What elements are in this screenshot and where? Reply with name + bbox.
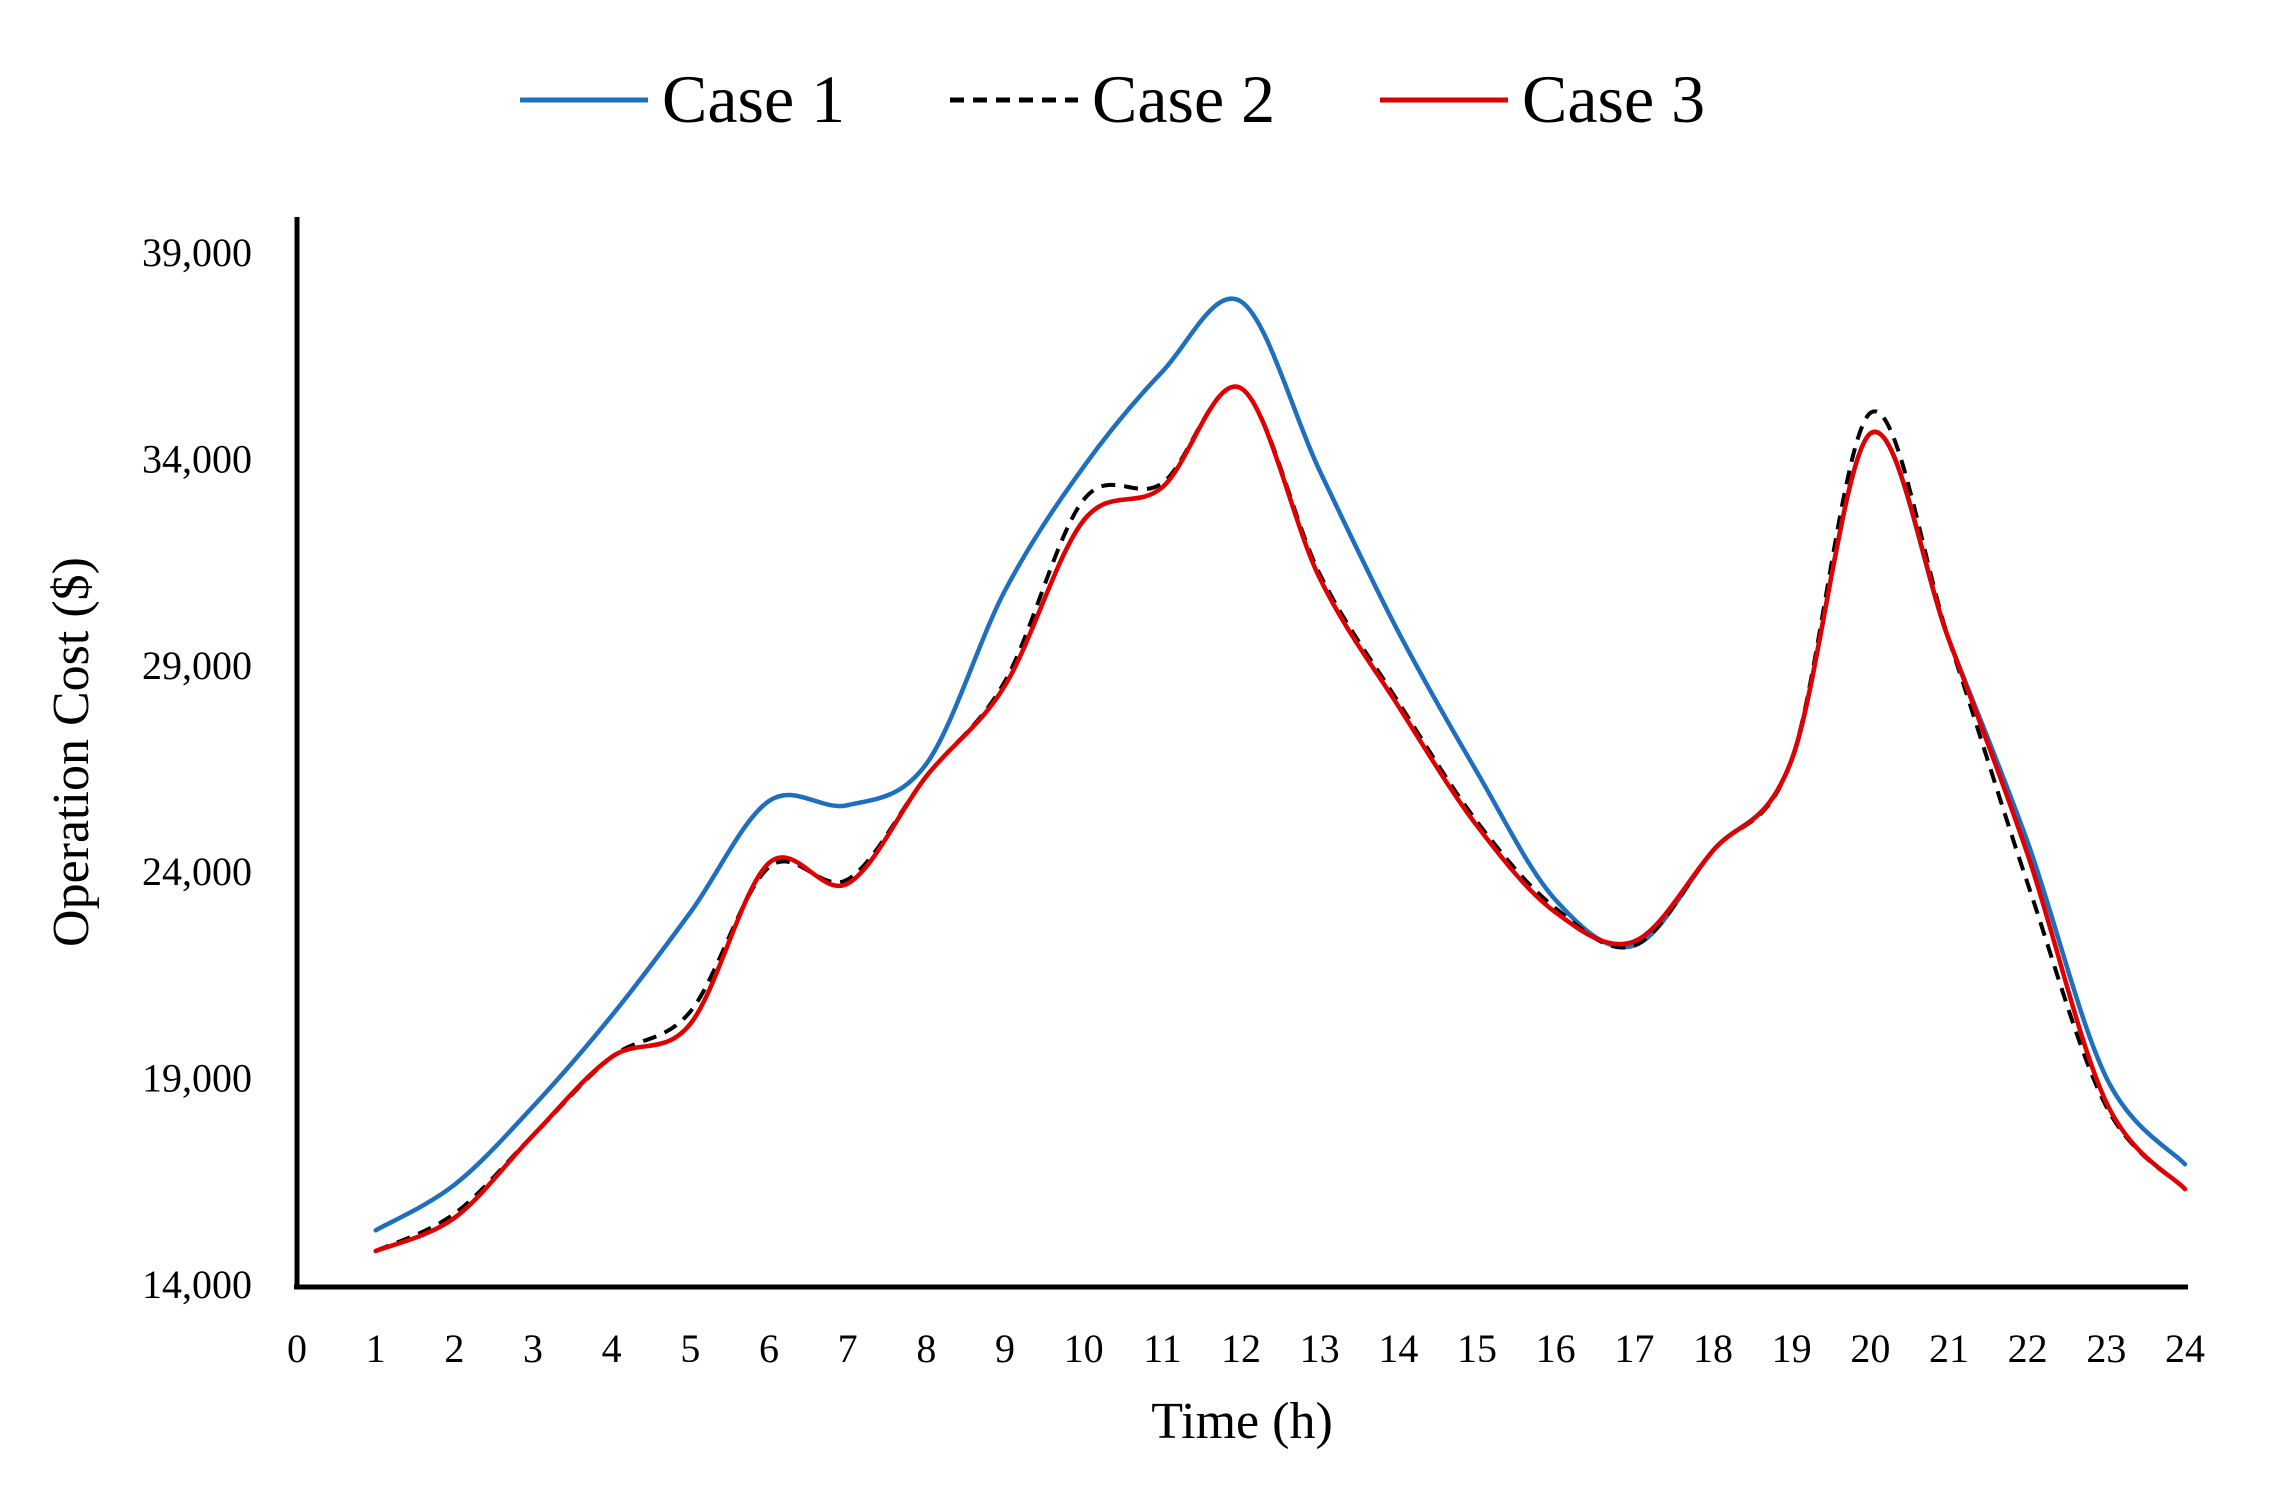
x-tick-label: 21 [1929, 1326, 1969, 1371]
legend-label: Case 1 [662, 61, 845, 137]
x-tick-label: 16 [1536, 1326, 1576, 1371]
y-tick-label: 19,000 [142, 1056, 252, 1101]
y-tick-labels: 14,000 19,000 24,000 29,000 34,000 39,000 [142, 230, 252, 1307]
y-tick-label: 14,000 [142, 1262, 252, 1307]
series-line-case-1 [373, 296, 2188, 1233]
x-tick-label: 6 [759, 1326, 779, 1371]
x-tick-label: 2 [444, 1326, 464, 1371]
x-tick-label: 14 [1378, 1326, 1418, 1371]
x-tick-label: 20 [1850, 1326, 1890, 1371]
x-tick-label: 24 [2165, 1326, 2205, 1371]
y-tick-label: 39,000 [142, 230, 252, 275]
y-tick-label: 24,000 [142, 849, 252, 894]
x-axis-title: Time (h) [1151, 1393, 1333, 1450]
legend-label: Case 2 [1092, 61, 1275, 137]
series-line-case-3 [373, 384, 2188, 1254]
y-tick-label: 34,000 [142, 436, 252, 481]
x-tick-label: 0 [287, 1326, 307, 1371]
x-tick-label: 23 [2086, 1326, 2126, 1371]
x-tick-label: 18 [1693, 1326, 1733, 1371]
x-tick-label: 8 [916, 1326, 936, 1371]
legend-entry: Case 2 [950, 61, 1275, 137]
x-tick-label: 5 [680, 1326, 700, 1371]
x-tick-label: 15 [1457, 1326, 1497, 1371]
x-tick-label: 22 [2008, 1326, 2048, 1371]
x-tick-label: 11 [1143, 1326, 1182, 1371]
x-tick-label: 19 [1772, 1326, 1812, 1371]
x-tick-label: 4 [602, 1326, 622, 1371]
x-tick-label: 17 [1614, 1326, 1654, 1371]
legend-entry: Case 3 [1380, 61, 1705, 137]
x-tick-label: 12 [1221, 1326, 1261, 1371]
x-tick-label: 10 [1064, 1326, 1104, 1371]
x-tick-label: 9 [995, 1326, 1015, 1371]
axes [294, 217, 2188, 1290]
x-tick-label: 1 [366, 1326, 386, 1371]
y-axis-title: Operation Cost ($) [43, 557, 100, 947]
x-tick-label: 7 [838, 1326, 858, 1371]
legend-label: Case 3 [1522, 61, 1705, 137]
series-line-case-2 [374, 384, 2187, 1253]
y-tick-label: 29,000 [142, 643, 252, 688]
legend: Case 1 Case 2 Case 3 [520, 61, 1705, 137]
plot-lines [373, 296, 2188, 1254]
x-tick-labels: 0 1 2 3 4 5 6 7 8 9 10 11 12 13 14 15 16 17 18 19 20 21 22 23 24 [287, 1326, 2205, 1371]
x-tick-label: 3 [523, 1326, 543, 1371]
x-tick-label: 13 [1300, 1326, 1340, 1371]
legend-entry: Case 1 [520, 61, 845, 137]
